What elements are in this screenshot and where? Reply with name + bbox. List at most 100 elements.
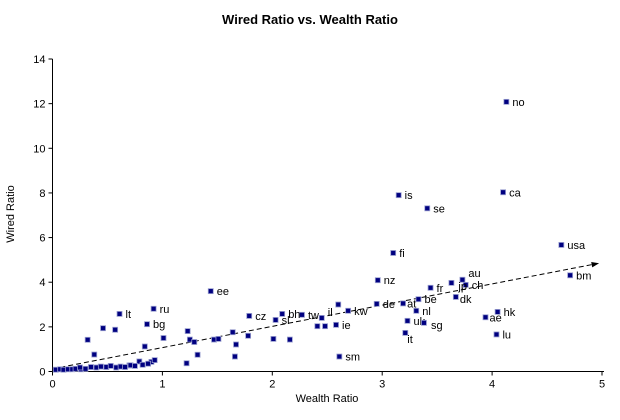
x-tick-label: 5 <box>599 379 605 391</box>
x-axis-title: Wealth Ratio <box>295 393 359 405</box>
data-point-jp <box>448 279 455 286</box>
data-point <box>132 363 138 369</box>
data-point-fi <box>390 250 397 256</box>
data-point-lu <box>493 331 500 338</box>
data-point <box>314 323 321 330</box>
data-point-ee <box>207 288 214 295</box>
point-label-fi: fi <box>399 248 405 260</box>
point-label-ae: ae <box>490 312 502 324</box>
data-point-dk <box>452 294 459 300</box>
point-label-be: be <box>424 294 436 306</box>
point-label-nl: nl <box>422 306 431 318</box>
data-point-ca <box>500 189 506 196</box>
data-point-at <box>400 300 406 307</box>
data-point-tw <box>299 311 305 318</box>
point-label-ch: ch <box>472 280 484 292</box>
data-point <box>335 301 342 308</box>
x-tick-label: 1 <box>159 379 165 391</box>
data-point <box>286 336 293 343</box>
data-point <box>191 339 198 345</box>
data-point <box>229 329 236 336</box>
point-label-fr: fr <box>437 283 444 295</box>
data-point-ch <box>462 281 469 288</box>
chart-title: Wired Ratio vs. Wealth Ratio <box>222 12 398 27</box>
data-point <box>82 365 89 372</box>
point-label-bh: bh <box>288 309 300 321</box>
data-point-de <box>373 300 380 307</box>
data-point <box>139 361 146 368</box>
point-label-au: au <box>468 268 480 280</box>
data-point <box>270 336 277 342</box>
point-label-sl: sl <box>282 315 290 327</box>
data-point-ru <box>150 305 157 312</box>
point-label-de: de <box>383 299 395 311</box>
data-point-cz <box>246 313 253 319</box>
point-label-kw: kw <box>354 306 368 318</box>
point-label-ca: ca <box>509 187 521 199</box>
data-point-sm <box>336 353 343 360</box>
point-label-ee: ee <box>217 286 229 298</box>
x-tick-label: 4 <box>489 379 495 391</box>
point-label-sm: sm <box>345 352 360 364</box>
point-label-at: at <box>407 298 416 310</box>
data-point-ae <box>482 314 489 321</box>
data-point-nz <box>374 277 381 284</box>
y-tick-label: 8 <box>39 188 45 200</box>
data-point <box>145 360 152 367</box>
data-point <box>184 328 191 334</box>
y-tick-label: 14 <box>33 54 45 66</box>
y-tick-label: 4 <box>39 277 45 289</box>
data-point <box>107 363 114 369</box>
data-point <box>122 364 128 370</box>
data-point <box>183 360 190 367</box>
data-point-bm <box>567 272 574 279</box>
data-point-bh <box>279 311 286 317</box>
data-point-no <box>503 98 510 105</box>
data-point <box>91 351 98 358</box>
data-point-be <box>415 296 422 303</box>
point-label-usa: usa <box>567 240 586 252</box>
data-point-hk <box>494 309 501 315</box>
point-label-tw: tw <box>308 310 319 322</box>
data-point <box>215 336 222 342</box>
point-label-jp: jp <box>457 281 467 293</box>
point-label-no: no <box>512 97 524 109</box>
point-label-is: is <box>405 190 413 202</box>
point-label-cz: cz <box>255 311 266 323</box>
x-tick-label: 3 <box>379 379 385 391</box>
data-point <box>151 357 158 364</box>
data-point <box>88 364 94 370</box>
y-tick-label: 0 <box>39 367 45 379</box>
data-point <box>97 363 104 370</box>
x-tick-label: 2 <box>269 379 275 391</box>
point-label-nz: nz <box>384 275 396 287</box>
point-label-sg: sg <box>431 320 443 332</box>
data-point <box>77 364 83 371</box>
data-point <box>232 353 238 360</box>
point-label-ru: ru <box>160 304 170 316</box>
data-point-au <box>459 276 466 283</box>
data-point <box>84 336 91 343</box>
data-point-fr <box>427 284 434 291</box>
point-label-dk: dk <box>460 294 472 306</box>
point-label-bg: bg <box>153 319 165 331</box>
data-point <box>141 343 148 350</box>
data-point <box>112 326 119 333</box>
data-point-se <box>424 205 431 212</box>
data-point-sl <box>272 317 279 323</box>
data-point-kw <box>345 307 352 314</box>
data-point-ie <box>333 321 339 328</box>
data-point-lt <box>116 311 123 317</box>
data-point-sg <box>421 319 427 326</box>
point-label-se: se <box>433 203 445 215</box>
point-label-lt: lt <box>126 309 132 321</box>
data-point-nl <box>413 307 420 314</box>
data-point <box>245 332 252 339</box>
point-label-it: it <box>407 334 413 346</box>
data-point <box>233 341 239 348</box>
data-point-is <box>395 192 402 199</box>
x-tick-label: 0 <box>49 379 55 391</box>
point-label-bm: bm <box>576 270 591 282</box>
